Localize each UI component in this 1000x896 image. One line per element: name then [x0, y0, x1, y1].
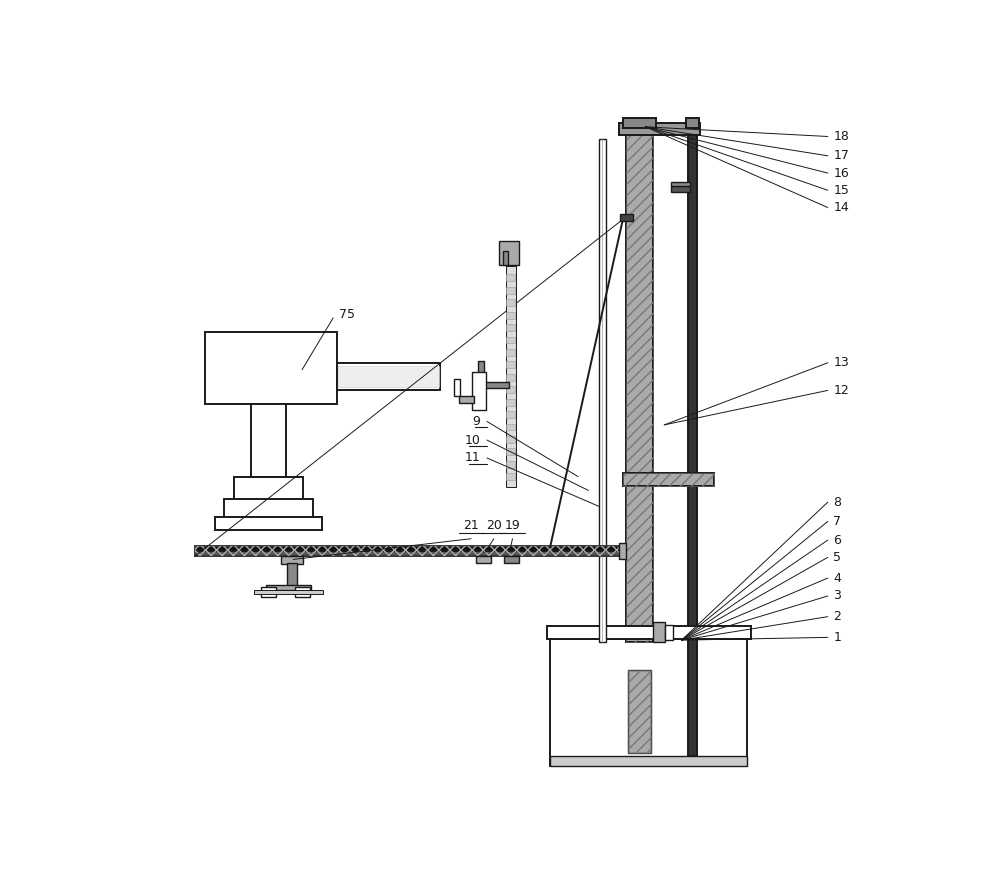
- Bar: [506, 473, 515, 480]
- Bar: [653, 622, 665, 642]
- Text: 8: 8: [833, 495, 841, 509]
- Bar: [261, 587, 276, 598]
- Bar: [499, 241, 519, 265]
- Bar: [234, 477, 303, 501]
- Bar: [338, 366, 439, 387]
- Bar: [506, 374, 515, 381]
- Bar: [623, 473, 714, 486]
- Bar: [623, 118, 656, 128]
- Bar: [506, 361, 515, 368]
- Text: 13: 13: [833, 357, 849, 369]
- Text: 5: 5: [833, 551, 841, 564]
- Bar: [295, 587, 310, 598]
- Bar: [686, 118, 699, 128]
- Text: 18: 18: [833, 130, 849, 143]
- Bar: [251, 404, 286, 477]
- Bar: [281, 556, 303, 564]
- Bar: [205, 332, 337, 404]
- Bar: [550, 639, 747, 766]
- Bar: [506, 399, 515, 406]
- Bar: [506, 461, 515, 468]
- Text: 19: 19: [505, 519, 520, 532]
- Bar: [506, 287, 515, 294]
- Text: 20: 20: [486, 519, 502, 532]
- Text: 16: 16: [833, 167, 849, 179]
- Bar: [506, 436, 515, 443]
- Bar: [287, 563, 297, 587]
- Bar: [623, 473, 714, 486]
- Text: 4: 4: [833, 572, 841, 584]
- Bar: [599, 139, 606, 642]
- Bar: [215, 517, 322, 530]
- Bar: [626, 125, 653, 642]
- Bar: [550, 756, 747, 766]
- Bar: [671, 182, 690, 186]
- Bar: [195, 546, 623, 551]
- Text: 17: 17: [833, 150, 849, 162]
- Bar: [506, 337, 515, 343]
- Bar: [671, 186, 690, 192]
- Text: 11: 11: [464, 452, 480, 464]
- Bar: [619, 123, 700, 135]
- Bar: [254, 590, 323, 594]
- Text: 12: 12: [833, 383, 849, 397]
- Text: 21: 21: [463, 519, 479, 532]
- Bar: [628, 670, 651, 753]
- Text: 7: 7: [833, 515, 841, 528]
- Bar: [506, 324, 515, 331]
- Bar: [195, 546, 623, 556]
- Bar: [506, 349, 515, 356]
- Bar: [337, 363, 440, 391]
- Bar: [459, 396, 474, 403]
- Bar: [628, 670, 651, 753]
- Text: 14: 14: [833, 201, 849, 214]
- Text: 1: 1: [833, 631, 841, 644]
- Bar: [504, 556, 519, 563]
- Bar: [688, 125, 697, 756]
- Bar: [478, 382, 509, 388]
- Bar: [619, 543, 626, 559]
- Bar: [506, 411, 515, 418]
- Text: 10: 10: [464, 434, 480, 446]
- Bar: [506, 274, 515, 281]
- Bar: [472, 372, 486, 409]
- Bar: [503, 251, 508, 265]
- Text: 2: 2: [833, 610, 841, 624]
- Bar: [506, 448, 515, 455]
- Text: 6: 6: [833, 534, 841, 547]
- Bar: [224, 499, 313, 518]
- Bar: [626, 125, 653, 642]
- Bar: [454, 379, 460, 396]
- Bar: [476, 556, 491, 563]
- Bar: [506, 386, 515, 393]
- Text: 75: 75: [339, 308, 355, 321]
- Text: 15: 15: [833, 184, 849, 197]
- Bar: [547, 626, 751, 639]
- Bar: [266, 585, 311, 590]
- Bar: [195, 551, 623, 556]
- Bar: [506, 299, 515, 306]
- Text: 9: 9: [472, 415, 480, 428]
- Bar: [506, 266, 516, 487]
- Text: 3: 3: [833, 590, 841, 602]
- Bar: [506, 424, 515, 430]
- Bar: [620, 214, 633, 221]
- Bar: [478, 361, 484, 399]
- Bar: [665, 625, 673, 640]
- Bar: [506, 312, 515, 319]
